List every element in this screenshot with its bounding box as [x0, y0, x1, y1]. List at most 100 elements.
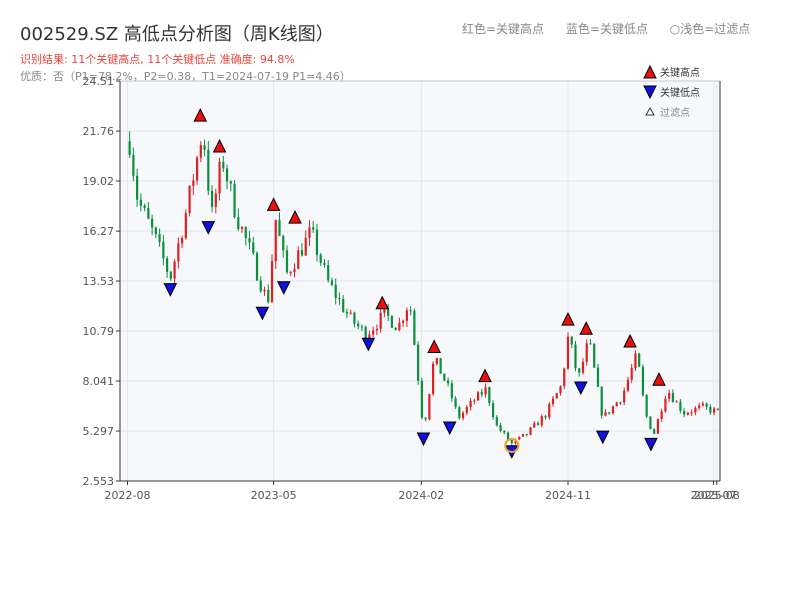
candle-body — [364, 327, 367, 341]
key-high-marker — [288, 209, 302, 224]
candle-body — [424, 417, 427, 420]
candle-body — [679, 401, 682, 411]
legend-entry-label: 过滤点 — [660, 106, 690, 119]
key-high-marker — [478, 368, 492, 383]
candle-body — [458, 407, 461, 419]
candle-body — [278, 219, 281, 236]
candle-body — [297, 250, 300, 269]
key-low-marker — [163, 283, 178, 297]
legend-entry-label: 关键高点 — [660, 66, 700, 79]
candle-body — [210, 190, 214, 207]
candle-body — [233, 183, 236, 218]
candle-body — [566, 336, 570, 369]
candle-body — [225, 168, 229, 182]
candle-body — [555, 393, 558, 399]
candle-body — [683, 410, 686, 415]
candle-body — [596, 367, 600, 387]
candle-body — [563, 368, 566, 387]
x-tick-label: 2022-08 — [105, 489, 151, 502]
candle-body — [177, 243, 180, 262]
candle-body — [506, 432, 510, 440]
candle-body — [510, 439, 513, 444]
candle-body — [244, 227, 247, 239]
candle-body — [173, 261, 176, 279]
candle-body — [263, 289, 266, 292]
candle-body — [716, 408, 719, 410]
candle-body — [289, 272, 292, 274]
candle-body — [551, 398, 555, 404]
candle-body — [454, 398, 457, 408]
candle-body — [574, 344, 577, 369]
candle-body — [653, 429, 656, 434]
candle-body — [525, 433, 528, 435]
candle-body — [214, 193, 217, 207]
key-low-marker — [574, 381, 588, 396]
legend-blue-label: 蓝色=关键低点 — [565, 22, 648, 36]
y-tick-label: 19.02 — [83, 175, 115, 188]
candle-body — [626, 379, 630, 391]
key-high-marker — [652, 372, 666, 386]
candle-body — [195, 157, 199, 181]
key-high-marker — [266, 197, 281, 211]
candle-body — [405, 310, 408, 321]
candle-body — [499, 425, 502, 431]
y-tick-label: 10.79 — [83, 325, 115, 338]
candle-body — [136, 175, 139, 200]
y-tick-label: 21.76 — [83, 125, 115, 138]
candle-body — [203, 145, 206, 150]
candle-body — [709, 406, 712, 413]
key-low-marker — [416, 432, 431, 447]
candle-body — [379, 312, 382, 329]
candle-body — [615, 402, 618, 407]
candle-body — [402, 320, 405, 324]
candle-body — [143, 205, 146, 208]
candle-body — [638, 353, 641, 367]
candles — [128, 131, 719, 446]
candle-body — [413, 310, 416, 345]
candle-body — [229, 181, 232, 184]
key-low-marker — [201, 221, 216, 235]
legend-entry-label: 关键低点 — [660, 86, 700, 99]
candle-body — [611, 406, 615, 414]
key-high-marker — [375, 295, 390, 310]
candle-body — [559, 386, 562, 394]
candle-body — [342, 299, 345, 312]
candle-body — [619, 402, 622, 404]
legend-red-label: 红色=关键高点 — [462, 22, 545, 36]
candle-body — [623, 390, 626, 403]
result-summary: 识别结果: 11个关键高点, 11个关键低点 准确度: 94.8% — [20, 53, 295, 66]
key-low-marker — [255, 306, 270, 321]
candle-body — [218, 161, 221, 194]
candle-body — [360, 326, 364, 328]
candle-body — [323, 262, 326, 266]
candle-body — [536, 423, 540, 426]
key-low-marker — [442, 421, 457, 436]
axes: 2.553 5.297 8.041 10.79 13.53 16.27 19.02 21.76… — [83, 75, 740, 502]
candle-body — [518, 436, 521, 440]
candle-body — [357, 323, 360, 327]
candle-body — [630, 368, 633, 380]
candle-body — [184, 212, 187, 239]
candle-body — [398, 323, 401, 331]
candle-body — [604, 412, 607, 416]
candle-body — [267, 289, 270, 303]
candle-body — [495, 417, 498, 426]
candle-body — [656, 418, 660, 434]
key-low-marker — [644, 437, 658, 452]
y-tick-label: 5.297 — [83, 425, 115, 438]
candle-body — [154, 227, 157, 235]
candle-body — [686, 412, 689, 415]
candle-body — [375, 328, 379, 331]
candle-body — [529, 427, 532, 435]
candle-body — [199, 145, 202, 158]
candle-body — [600, 386, 603, 416]
key-low-marker — [361, 337, 376, 352]
candle-body — [338, 297, 341, 300]
legend-filter-label: ○浅色=过滤点 — [669, 22, 751, 36]
candle-body — [713, 408, 716, 413]
x-tick-label: 2024-11 — [545, 489, 591, 502]
candle-body — [469, 400, 472, 408]
candle-body — [581, 361, 585, 373]
y-tick-label: 8.041 — [83, 375, 115, 388]
y-tick-label: 2.553 — [83, 475, 115, 488]
